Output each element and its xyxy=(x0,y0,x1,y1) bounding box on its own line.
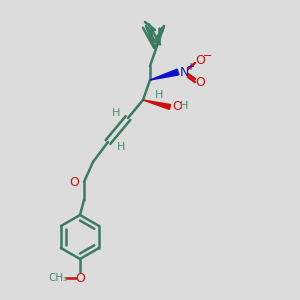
Text: H: H xyxy=(112,108,120,118)
Text: O: O xyxy=(195,53,205,67)
Text: −: − xyxy=(203,51,213,61)
Text: O: O xyxy=(195,76,205,88)
Text: H: H xyxy=(180,101,188,111)
Text: H: H xyxy=(155,90,163,100)
Text: CH₃: CH₃ xyxy=(48,273,68,283)
Text: O: O xyxy=(69,176,79,188)
Text: +: + xyxy=(186,62,194,72)
Text: O: O xyxy=(172,100,182,112)
Polygon shape xyxy=(150,69,179,80)
Text: N: N xyxy=(179,65,189,79)
Text: O: O xyxy=(75,272,85,284)
Text: H: H xyxy=(117,142,125,152)
Polygon shape xyxy=(143,100,171,110)
